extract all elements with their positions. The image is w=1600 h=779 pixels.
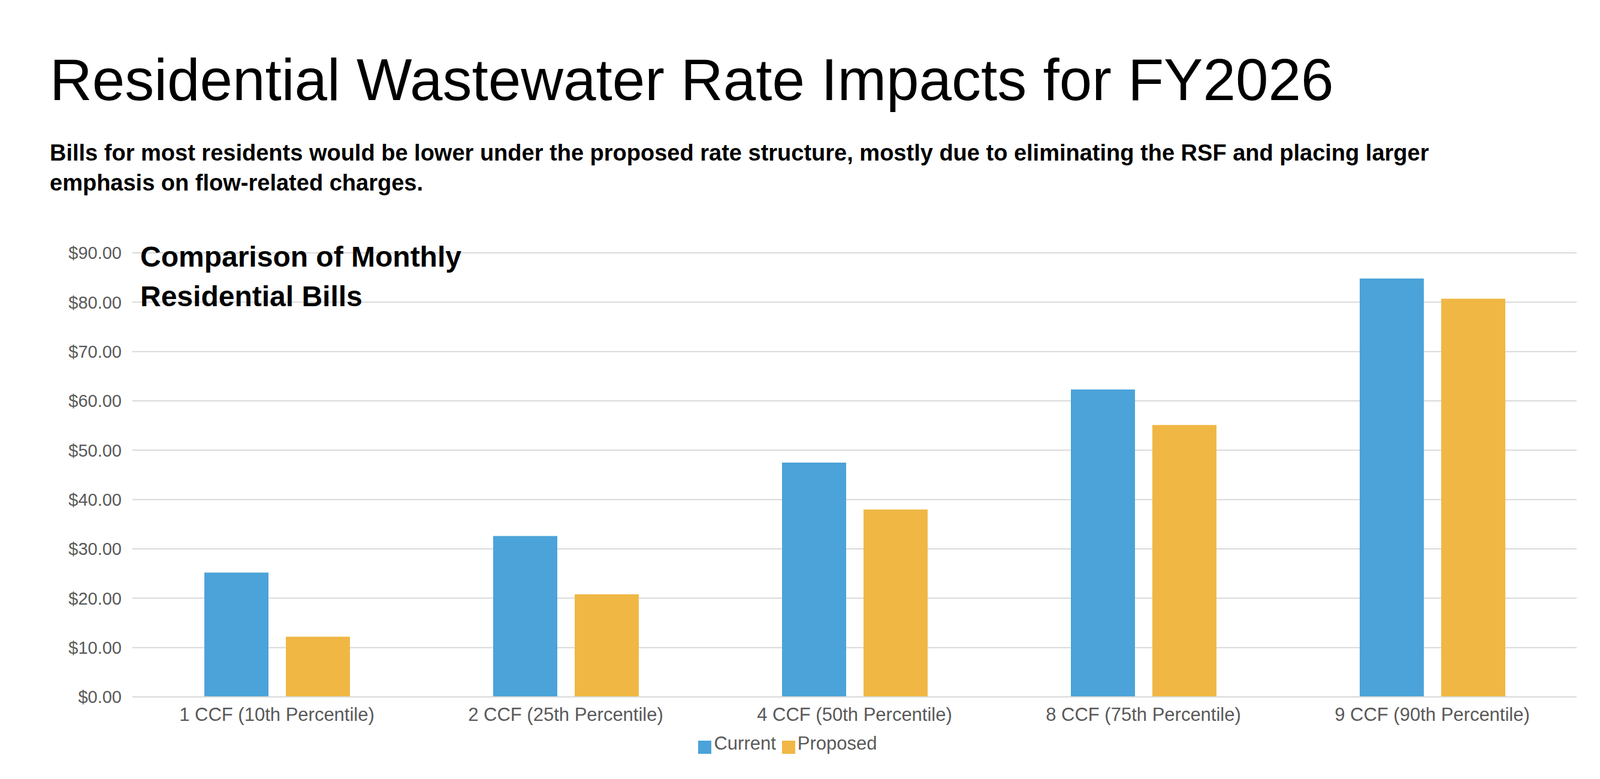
svg-text:8 CCF (75th Percentile): 8 CCF (75th Percentile) bbox=[1045, 704, 1242, 726]
html-text:Bills for most residents would: Bills for most residents would be lower … bbox=[49, 140, 1429, 196]
svg-text:$10.00: $10.00 bbox=[68, 638, 122, 658]
html-text:Proposed: Proposed bbox=[797, 732, 878, 754]
svg-text:9 CCF (90th Percentile): 9 CCF (90th Percentile) bbox=[1334, 704, 1530, 726]
html-text:Comparison of Monthly Resident: Comparison of Monthly Residential Bills bbox=[140, 240, 462, 313]
svg-text:$30.00: $30.00 bbox=[68, 539, 122, 559]
svg-text:$0.00: $0.00 bbox=[77, 687, 122, 707]
svg-text:$50.00: $50.00 bbox=[68, 441, 122, 461]
svg-text:$20.00: $20.00 bbox=[68, 589, 122, 609]
html-text:Current: Current bbox=[714, 732, 776, 754]
html-text:Residential Wastewater Rate Im: Residential Wastewater Rate Impacts for … bbox=[49, 46, 1334, 113]
svg-text:$70.00: $70.00 bbox=[68, 342, 122, 362]
svg-text:2 CCF (25th Percentile): 2 CCF (25th Percentile) bbox=[468, 704, 664, 726]
svg-text:$90.00: $90.00 bbox=[68, 243, 122, 263]
svg-text:$60.00: $60.00 bbox=[68, 391, 122, 411]
svg-text:$80.00: $80.00 bbox=[68, 293, 122, 313]
svg-text:4 CCF (50th Percentile): 4 CCF (50th Percentile) bbox=[756, 704, 953, 726]
svg-text:1 CCF (10th Percentile): 1 CCF (10th Percentile) bbox=[179, 704, 375, 726]
svg-text:$40.00: $40.00 bbox=[68, 490, 122, 510]
